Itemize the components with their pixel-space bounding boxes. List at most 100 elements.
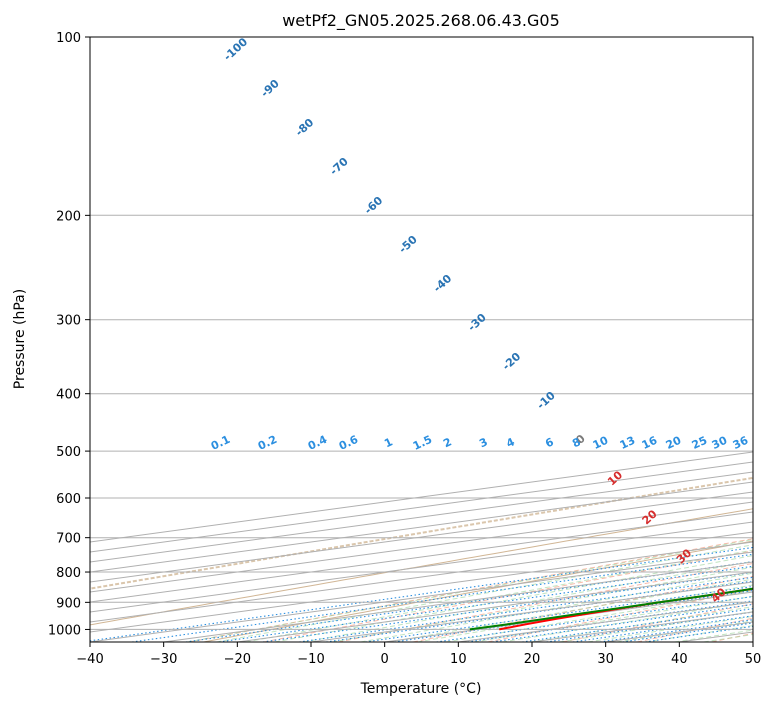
x-tick-label: 30 — [597, 652, 614, 667]
x-tick-label: −40 — [76, 652, 103, 667]
moist-adiabat — [274, 555, 753, 642]
x-tick-label: −30 — [150, 652, 177, 667]
x-tick-label: 40 — [671, 652, 688, 667]
y-tick-label: 100 — [56, 31, 81, 46]
dry-adiabat-label: -100 — [221, 35, 250, 63]
dry-adiabat-label: -10 — [534, 389, 558, 412]
y-tick-label: 700 — [56, 532, 81, 547]
isotherm-gridline — [90, 491, 753, 583]
mixing-ratio-label: 10 — [591, 434, 611, 452]
y-tick-label: 600 — [56, 492, 81, 507]
dry-adiabat-label: -40 — [431, 272, 455, 295]
mixing-ratio-label: 25 — [690, 434, 709, 452]
dry-adiabat-label: -60 — [362, 194, 386, 217]
mixing-ratio-label: 0.4 — [306, 433, 329, 453]
isotherm-gridline — [90, 471, 753, 563]
x-axis-title: Temperature (°C) — [360, 681, 482, 697]
isotherm-gridline — [90, 451, 753, 543]
isotherm-gridline — [90, 501, 753, 593]
dry-adiabat — [487, 589, 753, 642]
dry-adiabat-label: -90 — [258, 77, 282, 100]
moist-adiabat — [245, 549, 753, 642]
mixing-ratio-label: 0.6 — [337, 433, 360, 453]
mixing-ratio-label: 2 — [441, 435, 453, 450]
dry-adiabat-label: -70 — [327, 155, 351, 178]
moist-adiabat — [332, 566, 753, 642]
mixing-ratio-label: 0.2 — [256, 433, 279, 453]
mixing-ratio-line — [131, 553, 753, 642]
y-axis-title: Pressure (hPa) — [12, 289, 28, 389]
reference-curve — [90, 476, 753, 590]
moist-adiabat — [216, 544, 753, 642]
mixing-ratio-label: 1 — [382, 435, 394, 450]
isotherm-gridline — [90, 531, 753, 623]
moist-adiabat — [388, 578, 753, 642]
dry-adiabat — [562, 603, 753, 642]
x-tick-label: 10 — [450, 652, 467, 667]
mixing-ratio-line — [522, 608, 753, 642]
background-lines — [90, 476, 753, 642]
dry-adiabat — [338, 562, 753, 642]
isotherm-gridline — [90, 551, 753, 642]
isotherm-gridline — [605, 621, 753, 642]
isotherm-gridline — [90, 481, 753, 573]
x-tick-label: 50 — [745, 652, 762, 667]
mixing-ratio-label: 6 — [543, 435, 556, 450]
x-tick-label: 0 — [381, 652, 389, 667]
dry-adiabat-label: -20 — [500, 350, 524, 373]
isotherm-gridline — [310, 581, 753, 642]
moist-adiabat — [502, 601, 753, 642]
moist-adiabat — [473, 595, 753, 642]
moist-adiabat — [559, 611, 753, 642]
profile-lines — [469, 587, 753, 631]
mixing-ratio-line — [436, 595, 753, 642]
dry-adiabat-label: -30 — [465, 311, 489, 334]
reference-curve — [90, 508, 753, 626]
moist-adiabat — [360, 572, 753, 642]
dry-adiabat — [263, 550, 753, 642]
mixing-ratio-line — [492, 603, 753, 642]
x-axis: −40 −30 −20 −10 0 10 20 30 40 50 — [76, 642, 761, 667]
mixing-ratio-line — [90, 546, 753, 642]
isotherm-gridline — [90, 521, 753, 613]
y-tick-label: 200 — [56, 209, 81, 224]
dry-adiabat-label: -50 — [396, 233, 420, 256]
chart-title: wetPf2_GN05.2025.268.06.43.G05 — [282, 11, 560, 31]
mixing-ratio-label: 30 — [710, 434, 730, 452]
y-axis: 100 200 300 400 500 600 700 800 900 1000 — [48, 31, 90, 638]
mixing-ratio-label: 13 — [618, 434, 637, 452]
y-tick-label: 500 — [56, 445, 81, 460]
x-tick-label: −10 — [297, 652, 324, 667]
isotherm-gridline — [679, 631, 753, 642]
mixing-ratio-label: 0.1 — [209, 433, 232, 453]
mixing-ratio-label: 20 — [664, 434, 684, 452]
isotherm-gridline — [752, 641, 753, 642]
y-tick-label: 300 — [56, 314, 81, 329]
y-tick-label: 900 — [56, 596, 81, 611]
mixing-ratio-label: 36 — [731, 434, 751, 452]
isotherm-gridline — [90, 461, 753, 553]
y-tick-label: 1000 — [48, 623, 81, 638]
x-tick-label: −20 — [224, 652, 251, 667]
dry-adiabat-label: -80 — [293, 116, 317, 139]
dry-adiabat — [412, 575, 753, 642]
line-labels: -100-90-80-70-60-50-40-30-20-10010203040… — [209, 35, 751, 605]
moist-adiabat — [417, 584, 753, 642]
isotherm-gridline — [531, 611, 753, 642]
mixing-ratio-label: 4 — [504, 435, 517, 450]
moist-adiabat — [530, 606, 753, 642]
dewpoint-profile — [469, 587, 753, 631]
mixing-ratio-label: 16 — [640, 434, 660, 452]
moist-adiabat — [445, 590, 753, 642]
grid-lines — [90, 37, 753, 642]
isotherm-gridline — [90, 511, 753, 603]
mixing-ratio-label: 1.5 — [411, 433, 434, 453]
isotherm-gridline — [90, 541, 753, 633]
reference-curve — [203, 540, 753, 642]
y-tick-label: 800 — [56, 566, 81, 581]
mixing-ratio-label: 3 — [477, 435, 489, 450]
x-tick-label: 20 — [524, 652, 541, 667]
dry-adiabat-label: 20 — [640, 507, 660, 527]
moist-adiabat — [645, 625, 753, 642]
